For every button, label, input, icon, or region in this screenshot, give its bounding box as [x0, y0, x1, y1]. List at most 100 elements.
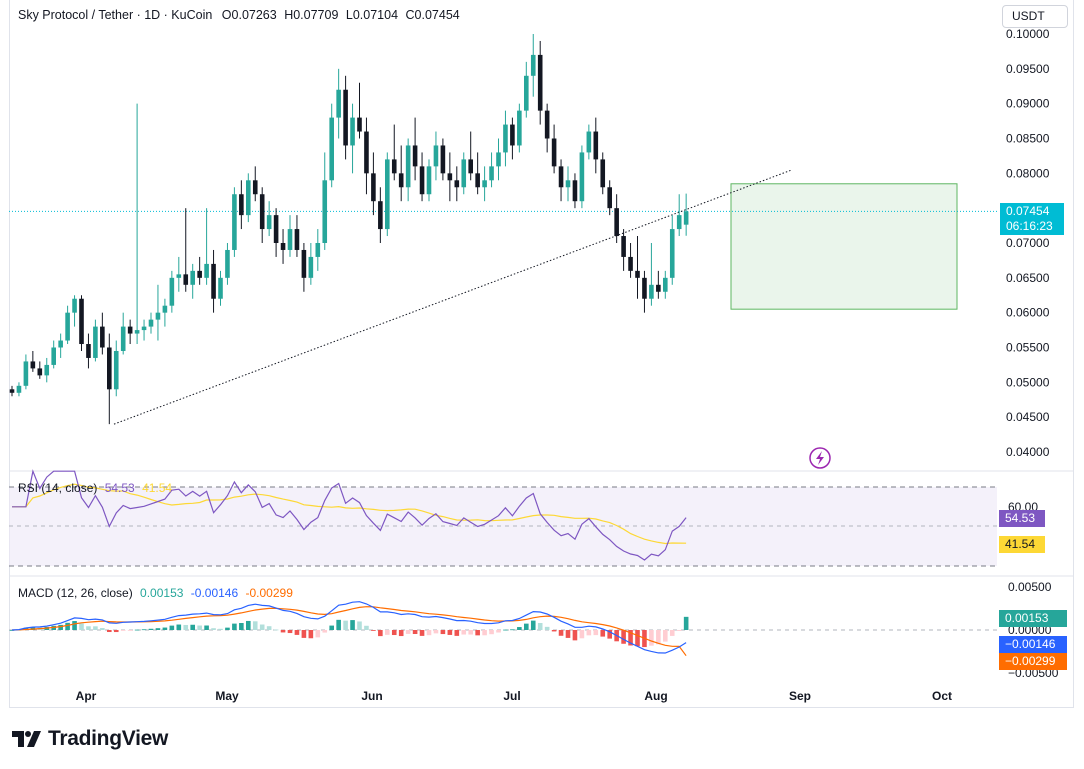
candle-body	[204, 263, 209, 278]
price-axis-label: 0.06500	[1006, 271, 1050, 285]
time-axis-label: May	[215, 689, 239, 703]
candle-body	[183, 274, 189, 285]
macd-histogram-bar	[656, 630, 661, 645]
candle-body	[586, 131, 592, 153]
candle-body	[72, 298, 77, 313]
time-axis-label: Jul	[503, 689, 520, 703]
candle-body	[127, 326, 133, 334]
candle-body	[30, 361, 36, 369]
rsi-value-tag: 54.53	[999, 510, 1045, 527]
candle-body	[558, 166, 564, 188]
macd-histogram-bar	[412, 630, 418, 634]
candle-body	[433, 145, 439, 167]
candle-body	[517, 110, 522, 146]
rsi-value-text: 54.53	[104, 481, 135, 495]
candle-body	[239, 194, 244, 216]
symbol-header: Sky Protocol / Tether · 1D · KuCoin O0.0…	[18, 8, 460, 22]
last-price-tag: 0.07454 06:16:23	[1000, 203, 1064, 235]
candle-body	[579, 152, 585, 202]
macd-histogram-bar	[537, 622, 543, 630]
macd-histogram-bar	[308, 630, 314, 639]
candle-body	[155, 312, 161, 320]
macd-signal-text: -0.00299	[245, 586, 293, 600]
candle-body	[120, 326, 126, 351]
macd-histogram-bar	[433, 630, 439, 634]
price-axis-label: 0.05500	[1006, 341, 1050, 355]
macd-signal-line	[11, 606, 687, 657]
macd-histogram-bar	[183, 624, 189, 630]
candle-body	[468, 159, 473, 174]
tradingview-logo[interactable]: TradingView	[12, 727, 168, 751]
macd-histogram-bar	[468, 630, 473, 635]
macd-histogram-bar	[405, 630, 411, 634]
macd-histogram-bar	[586, 630, 592, 636]
macd-histogram-bar	[134, 629, 140, 631]
macd-histogram-bar	[287, 630, 293, 634]
macd-histogram-bar	[9, 630, 15, 631]
candle-body	[107, 347, 112, 390]
macd-histogram-bar	[544, 626, 550, 630]
time-axis-label: Aug	[644, 689, 667, 703]
candle-body	[100, 326, 105, 348]
candle-body	[176, 274, 182, 278]
candle-body	[537, 54, 543, 111]
candle-body	[530, 54, 536, 76]
macd-histogram-bar	[72, 621, 77, 630]
time-axis-label: Apr	[76, 689, 97, 703]
candle-body	[9, 389, 15, 393]
macd-histogram-bar	[218, 628, 223, 630]
macd-histogram-bar	[211, 628, 216, 630]
macd-histogram-bar	[232, 623, 237, 630]
candle-body	[600, 159, 606, 188]
macd-histogram-bar	[628, 630, 633, 646]
macd-histogram-bar	[86, 626, 91, 630]
candle-body	[287, 229, 293, 250]
rsi-band	[9, 487, 997, 566]
macd-histogram-bar	[336, 619, 341, 630]
candle-body	[663, 277, 668, 292]
candle-body	[364, 131, 369, 174]
candle-body	[385, 159, 390, 230]
candle-body	[218, 277, 223, 299]
macd-histogram-bar	[524, 623, 529, 630]
candle-body	[454, 180, 460, 188]
candle-body	[51, 347, 56, 365]
macd-title: MACD (12, 26, close)	[18, 586, 133, 600]
macd-histogram-bar	[107, 630, 112, 633]
macd-histogram-bar	[93, 626, 98, 630]
candle-body	[86, 344, 91, 358]
brand-name: TradingView	[48, 727, 169, 750]
rsi-ma-tag: 41.54	[999, 536, 1045, 553]
macd-histogram-bar	[322, 630, 328, 633]
rsi-ma-text: 41.54	[142, 481, 173, 495]
candle-body	[524, 75, 529, 111]
chart-canvas[interactable]: 0.100000.095000.090000.085000.080000.075…	[0, 0, 1084, 710]
price-axis-label: 0.05000	[1006, 375, 1050, 389]
candle-body	[197, 270, 202, 278]
candle-body	[336, 89, 341, 118]
macd-histogram-bar	[148, 628, 154, 630]
candle-body	[489, 166, 494, 181]
currency-selector[interactable]: USDT	[1002, 5, 1068, 28]
macd-line-text: -0.00146	[190, 586, 239, 600]
macd-histogram-bar	[364, 625, 369, 630]
macd-histogram-bar	[558, 630, 564, 636]
macd-histogram-bar	[225, 627, 230, 630]
macd-histogram-bar	[169, 625, 175, 630]
macd-legend[interactable]: MACD (12, 26, close) 0.00153 -0.00146 -0…	[18, 586, 293, 600]
macd-histogram-bar	[649, 630, 654, 646]
rsi-legend[interactable]: RSI (14, close) 54.53 41.54	[18, 481, 172, 495]
candle-body	[23, 361, 29, 386]
candle-body	[141, 326, 147, 331]
chart-frame	[9, 0, 1074, 708]
macd-signal-tag: −0.00299	[999, 653, 1067, 670]
macd-histogram-bar	[294, 630, 300, 635]
low-value: 0.07104	[352, 8, 399, 22]
macd-histogram-bar	[517, 627, 522, 630]
candle-body	[225, 249, 230, 278]
macd-histogram-bar	[475, 630, 480, 636]
macd-histogram-bar	[65, 622, 70, 630]
candle-body	[496, 152, 501, 167]
candle-body	[628, 256, 633, 271]
candle-body	[635, 270, 640, 278]
